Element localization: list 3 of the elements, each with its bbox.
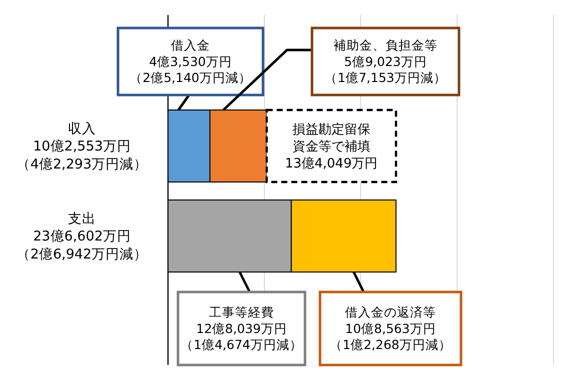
- annotation: 損益勘定留保資金等で補填13億4,049万円: [284, 122, 378, 172]
- y-tick-label: 支出23億6,602万円（2億6,942万円減）: [16, 211, 148, 262]
- y-tick-label: 収入10億2,553万円（4億2,293万円減）: [16, 121, 148, 172]
